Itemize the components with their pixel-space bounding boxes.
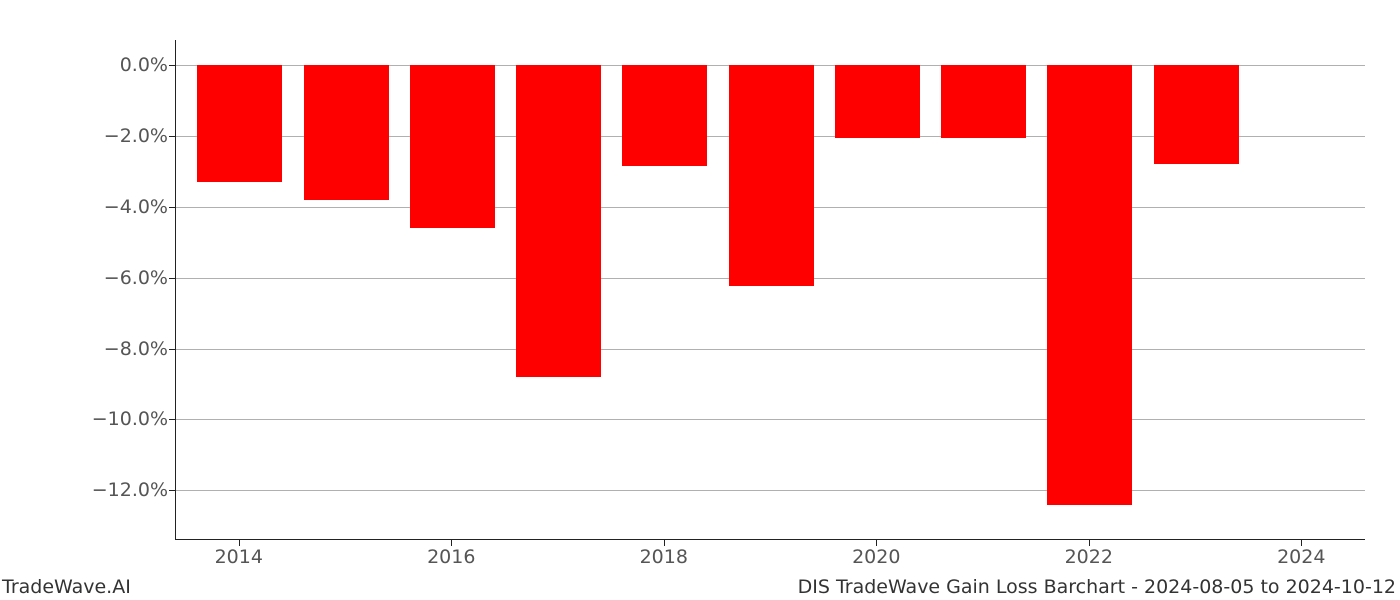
ytick-mark <box>169 349 175 350</box>
xtick-mark <box>239 540 240 546</box>
ytick-mark <box>169 136 175 137</box>
xtick-mark <box>451 540 452 546</box>
xtick-label: 2022 <box>1065 546 1113 568</box>
ytick-mark <box>169 419 175 420</box>
bar <box>941 65 1026 138</box>
xtick-mark <box>664 540 665 546</box>
xtick-label: 2018 <box>640 546 688 568</box>
gridline <box>176 419 1365 420</box>
bar <box>1154 65 1239 164</box>
bar <box>516 65 601 377</box>
ytick-label: −4.0% <box>68 196 168 218</box>
bar <box>304 65 389 200</box>
xtick-label: 2024 <box>1277 546 1325 568</box>
bar <box>835 65 920 138</box>
ytick-label: −6.0% <box>68 267 168 289</box>
bar <box>729 65 814 287</box>
bar <box>410 65 495 228</box>
ytick-label: −10.0% <box>68 408 168 430</box>
plot-area <box>175 40 1365 540</box>
bar <box>622 65 707 166</box>
ytick-mark <box>169 65 175 66</box>
xtick-mark <box>876 540 877 546</box>
ytick-mark <box>169 278 175 279</box>
ytick-label: −12.0% <box>68 479 168 501</box>
bar <box>197 65 282 182</box>
gridline <box>176 349 1365 350</box>
xtick-mark <box>1089 540 1090 546</box>
ytick-label: −8.0% <box>68 338 168 360</box>
bar <box>1047 65 1132 505</box>
ytick-mark <box>169 207 175 208</box>
chart-figure: 0.0% −2.0% −4.0% −6.0% −8.0% −10.0% −12.0% 201… <box>0 0 1400 600</box>
ytick-label: −2.0% <box>68 125 168 147</box>
xtick-label: 2016 <box>427 546 475 568</box>
xtick-mark <box>1301 540 1302 546</box>
gridline <box>176 490 1365 491</box>
xtick-label: 2020 <box>852 546 900 568</box>
caption-left: TradeWave.AI <box>2 576 131 598</box>
caption-right: DIS TradeWave Gain Loss Barchart - 2024-… <box>798 576 1396 598</box>
ytick-label: 0.0% <box>68 54 168 76</box>
ytick-mark <box>169 490 175 491</box>
xtick-label: 2014 <box>215 546 263 568</box>
